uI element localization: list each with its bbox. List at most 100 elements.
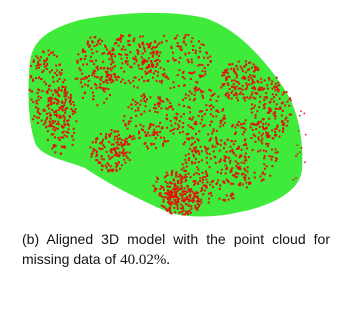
red-point (271, 165, 273, 167)
red-point (177, 207, 179, 209)
red-point (185, 44, 187, 46)
red-point (172, 196, 174, 198)
red-point (107, 53, 109, 55)
red-point (298, 130, 300, 132)
red-point (153, 129, 155, 131)
red-point (64, 89, 66, 91)
red-point (172, 129, 174, 131)
red-point (195, 90, 197, 92)
red-point (201, 43, 203, 45)
red-point (64, 118, 66, 120)
red-point (167, 100, 169, 102)
red-point (57, 80, 59, 82)
red-point (113, 61, 115, 63)
red-point (105, 165, 107, 167)
red-point (201, 159, 203, 161)
red-point (47, 105, 49, 107)
red-point (261, 138, 263, 140)
red-point (112, 79, 114, 81)
red-point (67, 132, 69, 134)
red-point (212, 130, 214, 132)
red-point (264, 96, 266, 98)
red-point (70, 96, 72, 98)
red-point (87, 42, 89, 44)
red-point (112, 53, 114, 55)
red-point (254, 98, 256, 100)
red-point (263, 107, 265, 109)
red-point (242, 70, 244, 72)
red-point (53, 54, 55, 56)
red-point (238, 156, 240, 158)
red-point (190, 126, 192, 128)
red-point (262, 123, 264, 125)
red-point (183, 113, 185, 115)
red-point (124, 115, 126, 117)
red-point (255, 114, 257, 116)
red-point (94, 36, 96, 38)
red-point (141, 56, 143, 58)
red-point (217, 179, 219, 181)
red-point (33, 61, 35, 63)
red-point (257, 80, 259, 82)
red-point (248, 76, 250, 78)
red-point (176, 119, 178, 121)
red-point (202, 179, 204, 181)
red-point (156, 181, 158, 183)
red-point (123, 120, 125, 122)
red-point (99, 83, 101, 85)
red-point (174, 195, 176, 197)
red-point (120, 34, 122, 36)
red-point (110, 69, 112, 71)
red-point (98, 147, 100, 149)
red-point (263, 88, 265, 90)
red-point (236, 176, 238, 178)
red-point (170, 195, 172, 197)
red-point (113, 73, 115, 75)
red-point (72, 110, 74, 112)
red-point (275, 148, 277, 150)
red-point (47, 139, 49, 141)
red-point (192, 198, 194, 200)
red-point (171, 191, 173, 193)
red-point (97, 66, 99, 68)
red-point (136, 102, 138, 104)
red-point (194, 162, 196, 164)
red-point (233, 83, 235, 85)
red-point (46, 117, 48, 119)
red-point (278, 136, 280, 138)
red-point (220, 120, 222, 122)
red-point (271, 81, 273, 83)
red-point (119, 138, 121, 140)
red-point (166, 197, 168, 199)
red-point (219, 198, 221, 200)
red-point (110, 81, 112, 83)
red-point (166, 127, 168, 129)
red-point (180, 185, 182, 187)
red-point (61, 116, 63, 118)
red-point (211, 121, 213, 123)
red-point (89, 37, 91, 39)
red-point (276, 85, 278, 87)
red-point (267, 143, 269, 145)
red-point (203, 57, 205, 59)
red-point (59, 78, 61, 80)
red-point (154, 104, 156, 106)
red-point (54, 98, 56, 100)
red-point (268, 107, 270, 109)
red-point (289, 114, 291, 116)
red-point (87, 44, 89, 46)
red-point (187, 59, 189, 61)
red-point (115, 77, 117, 79)
red-point (78, 67, 80, 69)
red-point (138, 79, 140, 81)
red-point (265, 92, 267, 94)
red-point (123, 71, 125, 73)
red-point (282, 131, 284, 133)
red-point (274, 131, 276, 133)
red-point (255, 128, 257, 130)
red-point (301, 147, 303, 149)
red-point (155, 66, 157, 68)
red-point (45, 83, 47, 85)
red-point (48, 100, 50, 102)
red-point (244, 179, 246, 181)
